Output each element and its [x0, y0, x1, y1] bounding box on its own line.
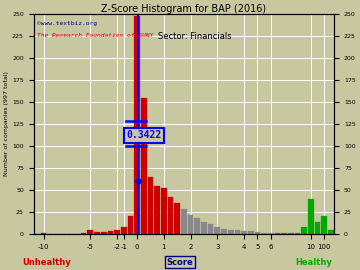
Bar [241, 231, 247, 234]
Bar [268, 233, 274, 234]
Bar [301, 227, 307, 234]
Text: Sector: Financials: Sector: Financials [158, 32, 231, 41]
Text: The Research Foundation of SUNY: The Research Foundation of SUNY [37, 33, 153, 38]
Y-axis label: Number of companies (997 total): Number of companies (997 total) [4, 72, 9, 177]
Bar [127, 216, 133, 234]
Text: Unhealthy: Unhealthy [22, 258, 71, 266]
Bar [101, 232, 107, 234]
Bar [87, 230, 93, 234]
Bar [255, 232, 260, 234]
Bar [288, 233, 294, 234]
Bar [194, 218, 200, 234]
Text: Healthy: Healthy [295, 258, 332, 266]
Bar [321, 216, 327, 234]
Text: Score: Score [167, 258, 193, 266]
Bar [221, 229, 227, 234]
Bar [174, 203, 180, 234]
Bar [215, 227, 220, 234]
Bar [281, 233, 287, 234]
Bar [81, 233, 86, 234]
Bar [328, 230, 334, 234]
Bar [275, 233, 280, 234]
Bar [208, 224, 213, 234]
Bar [294, 233, 300, 234]
Bar [161, 188, 167, 234]
Bar [181, 209, 187, 234]
Bar [188, 215, 193, 234]
Text: 0.3422: 0.3422 [127, 130, 162, 140]
Bar [154, 185, 160, 234]
Bar [134, 16, 140, 234]
Bar [201, 222, 207, 234]
Bar [261, 233, 267, 234]
Bar [315, 222, 320, 234]
Title: Z-Score Histogram for BAP (2016): Z-Score Histogram for BAP (2016) [101, 4, 266, 14]
Bar [168, 197, 174, 234]
Bar [121, 227, 127, 234]
Text: ©www.textbiz.org: ©www.textbiz.org [37, 21, 97, 26]
Bar [234, 230, 240, 234]
Bar [94, 232, 100, 234]
Bar [41, 233, 46, 234]
Bar [108, 231, 113, 234]
Bar [114, 230, 120, 234]
Bar [308, 199, 314, 234]
Bar [148, 177, 153, 234]
Bar [248, 231, 253, 234]
Bar [228, 230, 234, 234]
Bar [141, 98, 147, 234]
